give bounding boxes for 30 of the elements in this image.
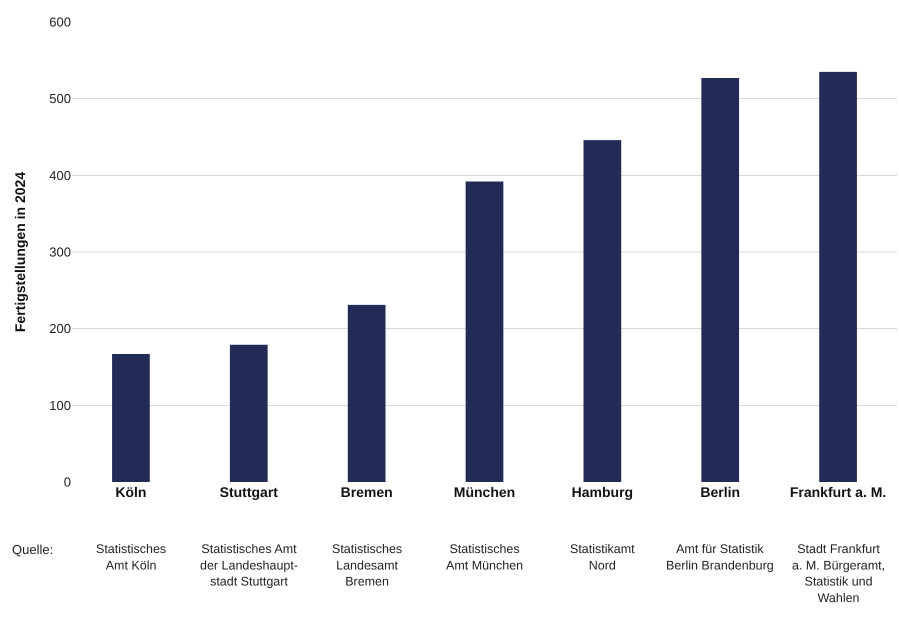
- text: Amt für Statistik Berlin Brandenburg: [666, 542, 774, 572]
- x-tick-label: Köln: [115, 484, 146, 500]
- text: Stadt Frankfurt a. M. Bürgeramt, Statistik und Wahlen: [792, 542, 886, 605]
- x-tick-label: Bremen: [340, 484, 393, 500]
- x-tick-label: München: [454, 484, 516, 500]
- y-axis-title: Fertigstellungen in 2024: [12, 172, 28, 332]
- bar: [584, 140, 622, 482]
- x-tick-label: Frankfurt a. M.: [790, 484, 886, 500]
- y-tick-label: 500: [49, 91, 71, 106]
- x-tick-label: Hamburg: [572, 484, 634, 500]
- bar: [112, 354, 150, 482]
- y-tick-label: 400: [49, 168, 71, 183]
- y-tick-label: 100: [49, 398, 71, 413]
- bar: [348, 304, 386, 482]
- text: Statistikamt Nord: [570, 542, 636, 572]
- text: Statistisches Amt München: [446, 542, 524, 572]
- y-tick-label: 300: [49, 244, 71, 260]
- y-tick-label: 600: [49, 14, 71, 30]
- bar: [819, 72, 857, 482]
- text: Statistisches Amt Köln: [96, 542, 166, 572]
- source-note: Quelle:: [12, 542, 54, 557]
- y-tick-label: 200: [49, 321, 71, 336]
- bar: [701, 78, 740, 482]
- bar: [466, 181, 504, 482]
- text: Statistisches Landesamt Bremen: [332, 542, 402, 588]
- bar: [230, 344, 268, 482]
- x-tick-label: Stuttgart: [220, 484, 278, 500]
- x-tick-label: Berlin: [700, 484, 740, 500]
- text: Statistisches Amt der Landeshaupt- stadt Stuttgart: [200, 542, 298, 588]
- y-tick-label: 0: [64, 474, 71, 490]
